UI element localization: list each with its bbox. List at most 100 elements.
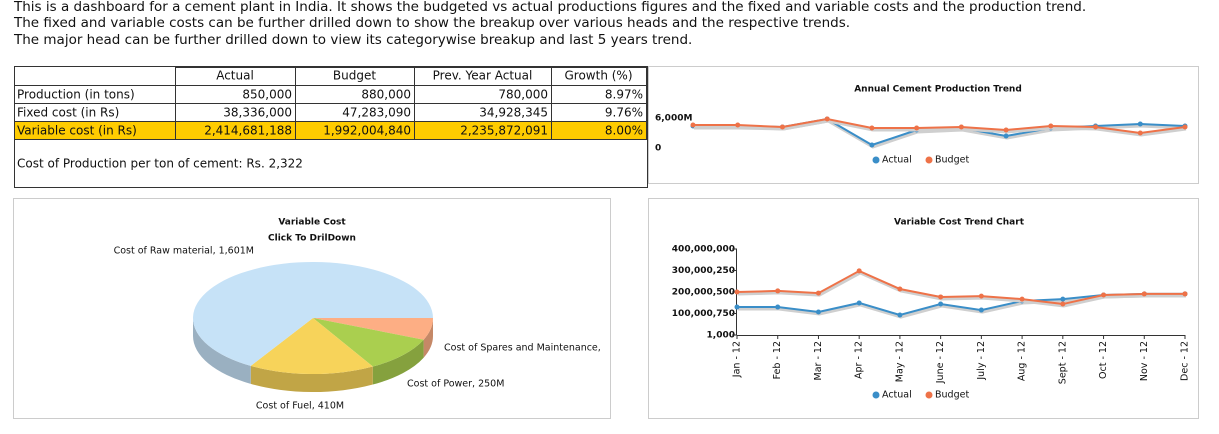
y-tick-label: 400,000,000 [672,245,735,255]
point [938,294,944,300]
chart-subtitle: Click To DrilDown [268,234,356,244]
cell-value: 38,336,000 [223,106,292,120]
point [938,301,944,307]
point [978,293,984,299]
chart-title: Variable Cost [278,218,346,228]
point [1141,291,1147,297]
point [824,116,830,122]
legend-marker [872,391,880,399]
column-header: Budget [333,69,376,83]
point [734,304,740,310]
slice-label: Cost of Fuel, 410M [256,401,344,412]
point [775,288,781,294]
row-label: Variable cost (in Rs) [17,124,137,138]
column-header: Growth (%) [564,69,632,83]
legend-marker [925,391,933,399]
x-tick-label: May - 12 [894,341,905,382]
cell-value: 8.97% [605,88,643,102]
point [869,125,875,131]
point [815,309,821,315]
intro-line: The fixed and variable costs can be furt… [13,15,850,31]
point [1182,291,1188,297]
point [690,122,696,128]
column-header: Prev. Year Actual [433,69,533,83]
x-tick-label: Mar - 12 [813,341,824,380]
slice-label: Cost of Power, 250M [407,379,504,390]
x-tick-label: June - 12 [935,341,946,384]
point [1060,301,1066,307]
cell-value: 34,928,345 [479,106,548,120]
cell-value: 9.76% [605,106,643,120]
point [1101,292,1107,298]
point [897,312,903,318]
chart-title: Variable Cost Trend Chart [894,218,1025,228]
slice-label: Cost of Spares and Maintenance, [444,343,601,354]
x-tick-label: Dec - 12 [1180,341,1191,381]
point [1048,123,1054,129]
cost-note: Cost of Production per ton of cement: Rs… [17,157,303,171]
point [1060,296,1066,302]
x-tick-label: July - 12 [976,341,987,381]
table-cell [551,121,647,140]
chart-title: Annual Cement Production Trend [854,85,1022,95]
cell-value: 850,000 [242,88,292,102]
point [775,304,781,310]
series-line [693,117,1186,135]
legend-label: Actual [882,155,912,166]
x-tick-label: Feb - 12 [772,341,783,379]
x-tick-label: Sept - 12 [1057,341,1068,384]
y-tick-label: 1,000 [707,331,735,341]
x-tick-label: Jan - 12 [732,341,743,378]
panel [648,66,1199,184]
x-tick-label: Oct - 12 [1098,341,1109,379]
column-header: Actual [216,69,254,83]
legend-marker [872,156,880,164]
pie-slice [313,318,433,340]
line-shadow [737,271,1186,308]
point [958,124,964,130]
row-label: Production (in tons) [17,88,135,102]
cell-value: 47,283,090 [342,106,411,120]
y-tick-label: 200,000,500 [672,288,735,298]
legend-label: Budget [935,390,969,401]
slice-label: Cost of Raw material, 1,601M [114,246,254,257]
point [897,286,903,292]
pie-slice [193,262,433,366]
point [869,142,875,148]
point [914,125,920,131]
legend-label: Budget [935,155,969,166]
point [978,307,984,313]
x-tick-label: Apr - 12 [854,341,865,379]
point [1019,296,1025,302]
cell-value: 880,000 [361,88,411,102]
legend-marker [925,156,933,164]
pie-side [423,318,433,358]
line-shadow [694,119,1187,137]
series-line [736,269,1185,306]
header-cell [551,67,647,86]
pie-slice [250,318,373,374]
y-tick-label: 0 [655,144,661,154]
legend-label: Actual [882,390,912,401]
y-tick-label: 300,000,250 [672,266,735,276]
x-tick-label: Aug - 12 [1017,341,1028,381]
x-tick-label: Nov - 12 [1139,341,1150,381]
panel [13,198,611,419]
point [1093,124,1099,130]
intro-line: This is a dashboard for a cement plant i… [13,0,1086,15]
cell-value: 2,414,681,188 [204,124,292,138]
y-tick-label: 100,000,750 [672,309,735,319]
point [734,289,740,295]
cell-value: 1,992,004,840 [323,124,411,138]
panel [648,198,1199,419]
point [1003,133,1009,139]
point [1137,121,1143,127]
point [815,290,821,296]
cell-value: 8.00% [605,124,643,138]
y-tick-label: 6,000M [655,114,692,124]
point [735,122,741,128]
pie-side [250,365,373,392]
highlight-row [15,121,646,139]
